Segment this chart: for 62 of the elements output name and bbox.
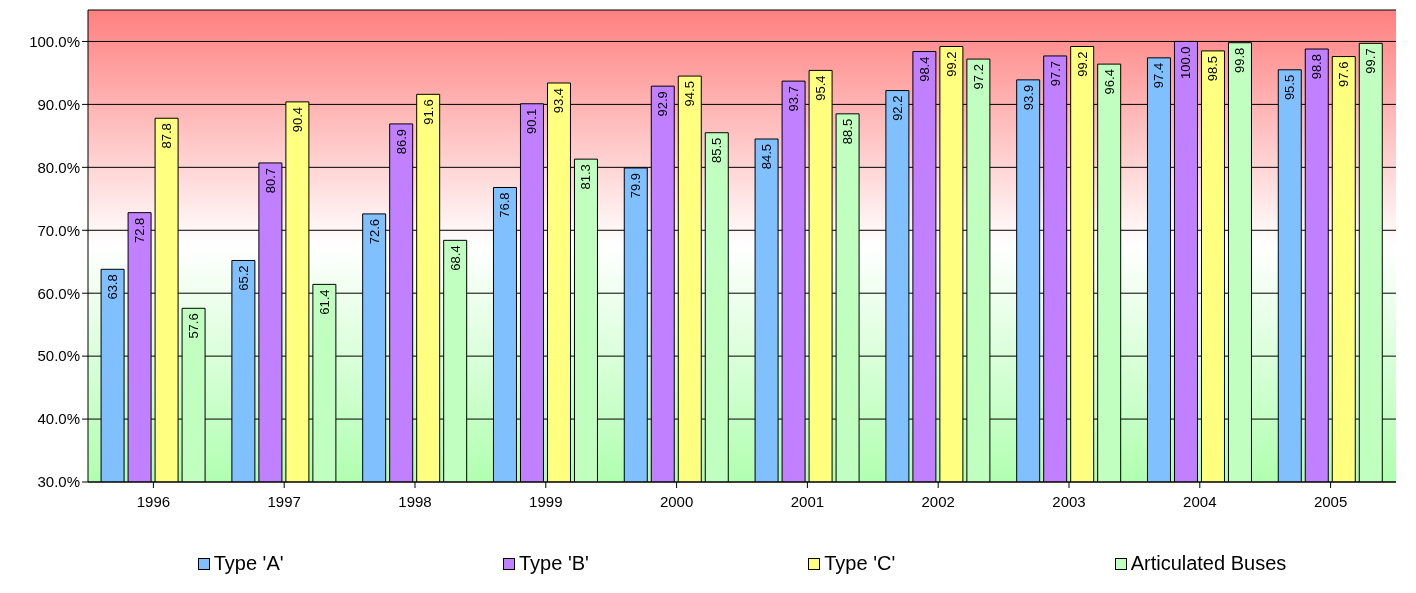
data-label: 97.7: [1047, 60, 1063, 87]
x-tick-label: 1998: [398, 492, 432, 510]
data-label: 92.2: [889, 95, 905, 121]
y-tick-label: 60.0%: [37, 284, 80, 302]
data-label: 85.5: [709, 137, 725, 164]
y-tick-label: 70.0%: [37, 221, 80, 239]
data-label: 100.0: [1178, 46, 1194, 80]
data-label: 97.6: [1336, 61, 1352, 87]
y-tick-label: 50.0%: [37, 347, 80, 365]
data-label: 98.4: [916, 56, 932, 82]
data-label: 95.5: [1282, 74, 1298, 101]
data-label: 80.7: [262, 167, 278, 194]
legend-label: Articulated Buses: [1130, 552, 1287, 575]
data-label: 90.1: [524, 108, 540, 135]
data-label: 98.8: [1309, 54, 1325, 80]
data-label: 63.8: [105, 274, 121, 300]
data-label: 61.4: [316, 289, 332, 315]
data-label: 93.9: [1020, 84, 1036, 111]
data-label: 99.2: [1074, 51, 1090, 77]
legend-label: Type 'B': [518, 552, 589, 575]
data-label: 72.8: [132, 217, 148, 243]
data-label: 57.6: [186, 313, 202, 339]
x-tick-label: 2000: [659, 492, 694, 510]
data-label: 97.2: [970, 64, 986, 90]
data-label: 86.9: [393, 128, 409, 155]
y-tick-label: 80.0%: [37, 158, 80, 176]
data-label: 93.7: [786, 86, 802, 112]
y-tick-label: 100.0%: [29, 32, 80, 50]
data-label: 87.8: [159, 123, 175, 149]
data-label: 99.2: [943, 51, 959, 77]
data-label: 96.4: [1101, 69, 1117, 95]
data-label: 97.4: [1151, 62, 1167, 89]
data-label: 65.2: [235, 265, 251, 291]
x-tick-label: 2003: [1052, 492, 1086, 510]
data-label: 68.4: [447, 245, 463, 271]
data-label: 88.5: [840, 118, 856, 145]
data-label: 84.5: [759, 144, 775, 170]
data-label: 76.8: [497, 192, 513, 218]
legend-label: Type 'C': [824, 552, 896, 575]
data-label: 92.9: [655, 91, 671, 117]
data-label: 93.4: [551, 88, 567, 114]
data-label: 99.7: [1363, 48, 1379, 74]
x-tick-label: 1999: [529, 492, 563, 510]
data-label: 81.3: [578, 164, 594, 190]
data-label: 91.6: [420, 99, 436, 125]
data-label: 98.5: [1205, 55, 1221, 82]
data-label: 99.8: [1232, 47, 1248, 74]
x-tick-label: 2001: [790, 492, 825, 510]
y-tick-label: 90.0%: [37, 95, 80, 113]
x-tick-label: 2005: [1313, 492, 1348, 510]
y-tick-label: 40.0%: [37, 410, 80, 428]
x-tick-label: 2002: [921, 492, 955, 510]
data-label: 95.4: [813, 75, 829, 101]
legend-label: Type 'A': [213, 552, 284, 575]
data-label: 94.5: [682, 81, 698, 107]
x-tick-label: 1996: [136, 492, 171, 510]
x-tick-label: 1997: [267, 492, 301, 510]
y-tick-label: 30.0%: [37, 473, 80, 491]
data-label: 79.9: [628, 172, 644, 199]
data-label: 72.6: [366, 218, 382, 245]
x-tick-label: 2004: [1183, 492, 1217, 510]
data-label: 90.4: [289, 106, 305, 133]
